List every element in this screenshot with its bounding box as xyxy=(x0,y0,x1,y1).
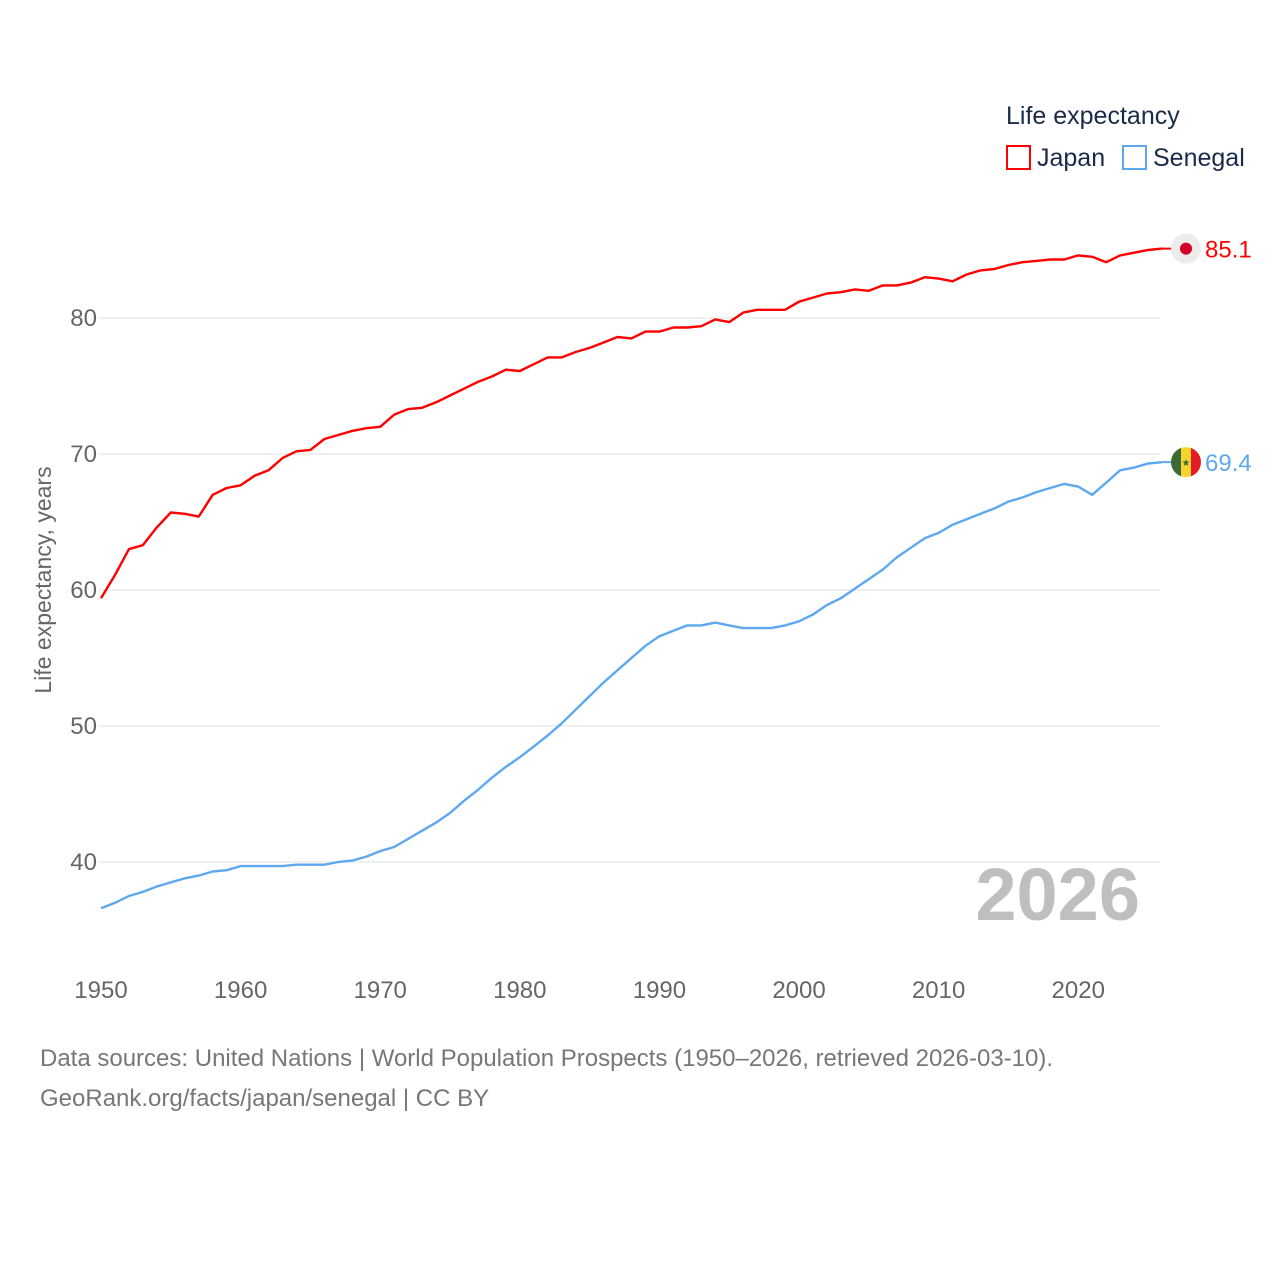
x-tick-label: 1950 xyxy=(74,977,127,1004)
y-tick-label: 70 xyxy=(70,441,97,468)
y-tick-label: 50 xyxy=(70,713,97,740)
x-tick-label: 2010 xyxy=(912,977,965,1004)
x-tick-label: 1970 xyxy=(354,977,407,1004)
footer-sources: Data sources: United Nations | World Pop… xyxy=(40,1045,1054,1072)
legend-swatch-japan xyxy=(1006,145,1031,170)
x-tick-label: 1990 xyxy=(633,977,686,1004)
end-value-label-japan: 85.1 xyxy=(1205,237,1252,264)
y-axis-title: Life expectancy, years xyxy=(30,466,56,693)
legend-label-japan: Japan xyxy=(1037,144,1105,172)
x-tick-label: 2000 xyxy=(772,977,825,1004)
legend-item-senegal[interactable]: Senegal xyxy=(1122,144,1245,172)
series-line-japan xyxy=(99,247,1163,599)
legend-item-japan[interactable]: Japan xyxy=(1006,144,1105,172)
end-value-label-senegal: 69.4 xyxy=(1205,450,1252,477)
senegal-flag-icon: ★ xyxy=(1162,447,1201,478)
legend: Life expectancy Japan Senegal xyxy=(1006,102,1245,172)
legend-label-senegal: Senegal xyxy=(1153,144,1245,172)
current-year-label: 2026 xyxy=(975,853,1140,936)
x-tick-label: 2020 xyxy=(1052,977,1105,1004)
legend-title: Life expectancy xyxy=(1006,102,1180,130)
footer-attribution: GeoRank.org/facts/japan/senegal | CC BY xyxy=(40,1085,490,1112)
y-tick-label: 80 xyxy=(70,305,97,332)
japan-flag-icon xyxy=(1162,233,1201,264)
series-line-senegal xyxy=(100,461,1163,910)
y-tick-label: 40 xyxy=(70,849,97,876)
svg-text:★: ★ xyxy=(1182,458,1191,469)
x-tick-label: 1960 xyxy=(214,977,267,1004)
x-tick-label: 1980 xyxy=(493,977,546,1004)
y-tick-label: 60 xyxy=(70,577,97,604)
legend-swatch-senegal xyxy=(1122,145,1147,170)
